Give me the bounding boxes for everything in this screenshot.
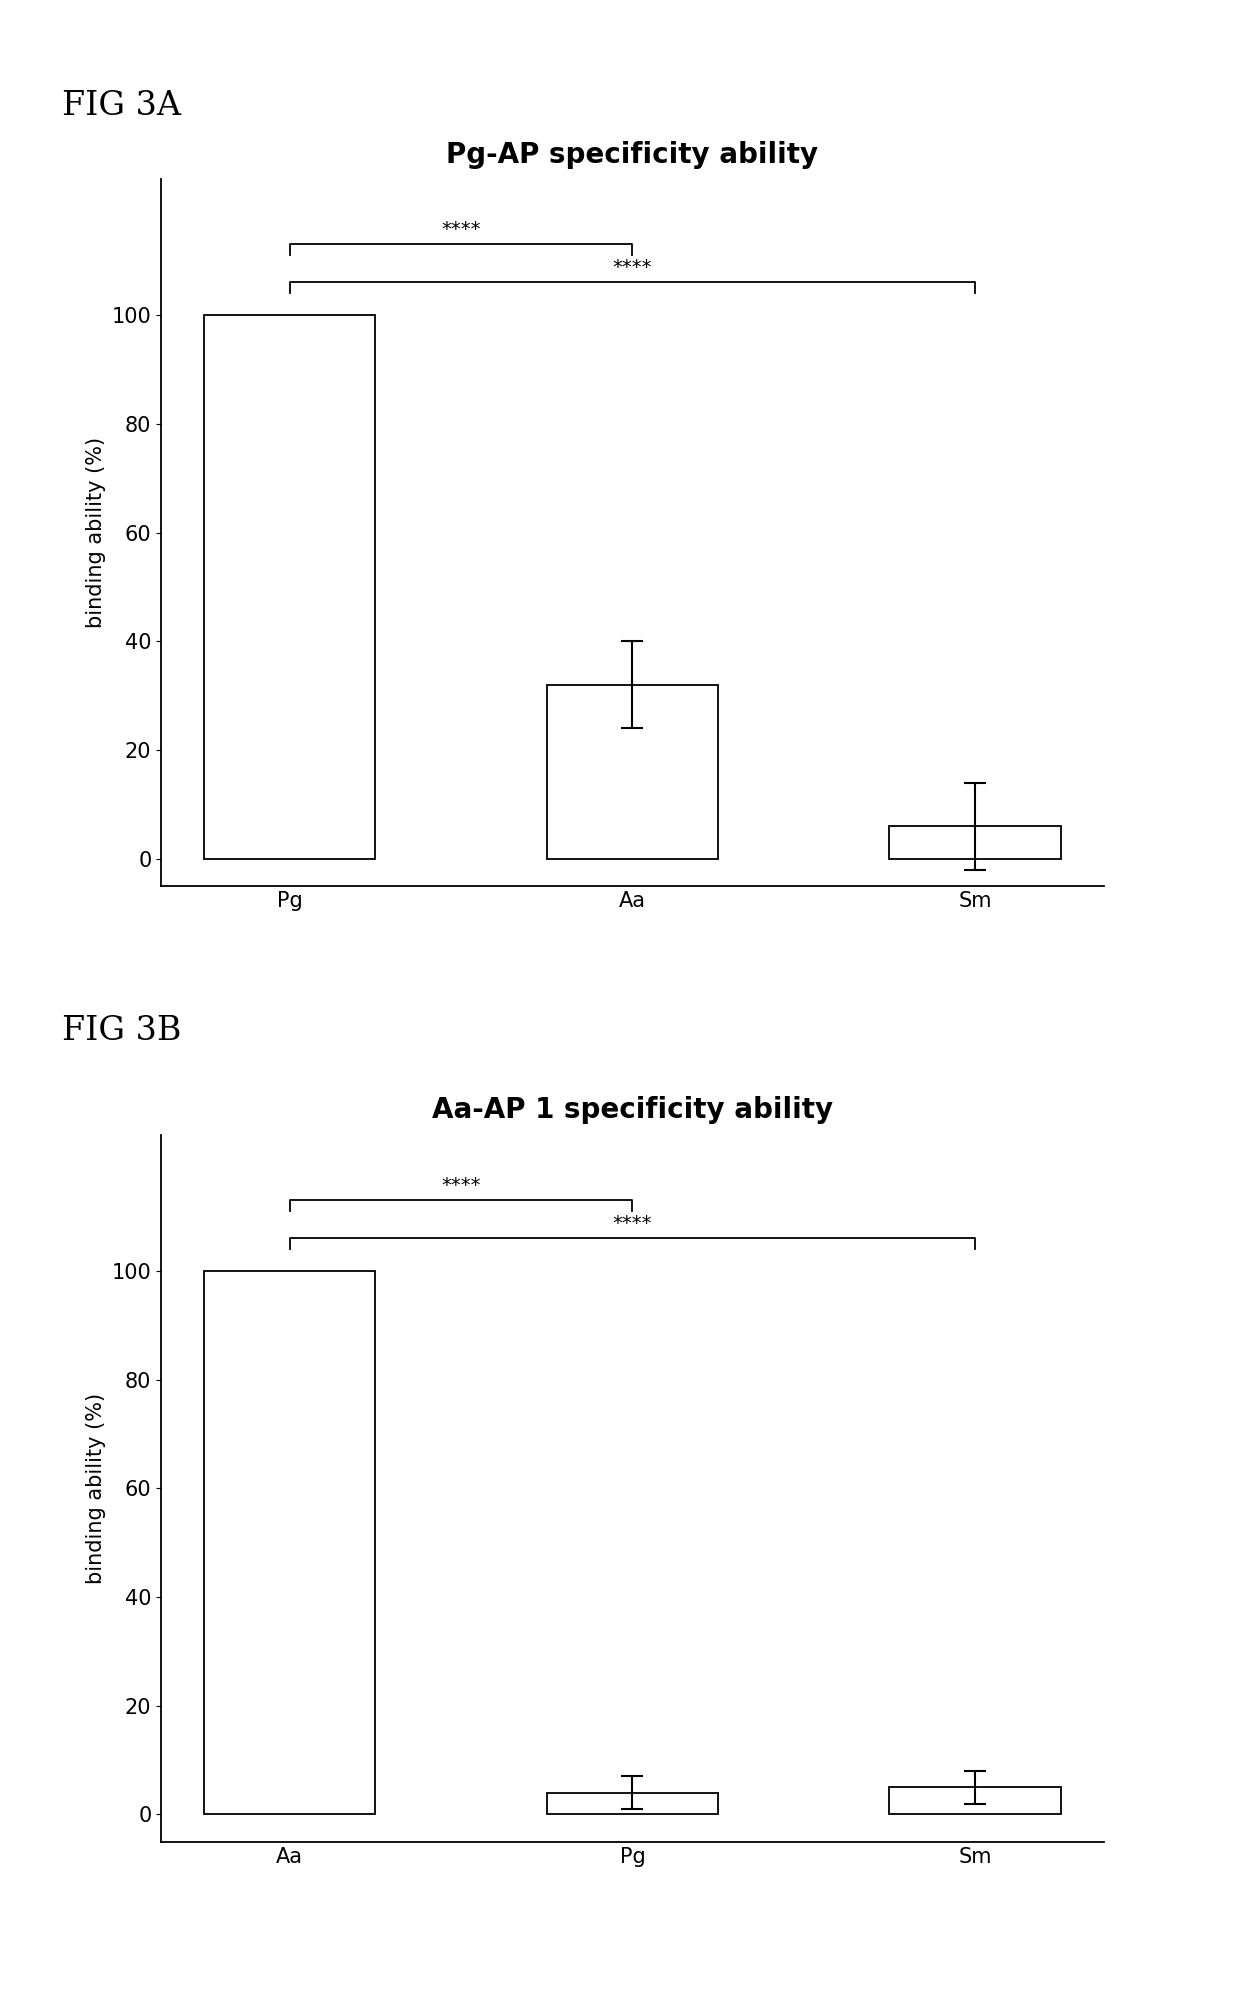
- Bar: [889, 826, 1060, 858]
- Text: ****: ****: [613, 1215, 652, 1232]
- Text: ****: ****: [441, 219, 481, 239]
- Title: Pg-AP specificity ability: Pg-AP specificity ability: [446, 141, 818, 169]
- Title: Aa-AP 1 specificity ability: Aa-AP 1 specificity ability: [432, 1097, 833, 1125]
- Y-axis label: binding ability (%): binding ability (%): [86, 438, 107, 627]
- Bar: [205, 315, 376, 858]
- Bar: [205, 1270, 376, 1814]
- Bar: [547, 1792, 718, 1814]
- Text: FIG 3A: FIG 3A: [62, 90, 181, 121]
- Text: ****: ****: [613, 259, 652, 277]
- Bar: [889, 1788, 1060, 1814]
- Bar: [547, 685, 718, 858]
- Text: FIG 3B: FIG 3B: [62, 1015, 181, 1047]
- Text: ****: ****: [441, 1175, 481, 1195]
- Y-axis label: binding ability (%): binding ability (%): [86, 1394, 107, 1583]
